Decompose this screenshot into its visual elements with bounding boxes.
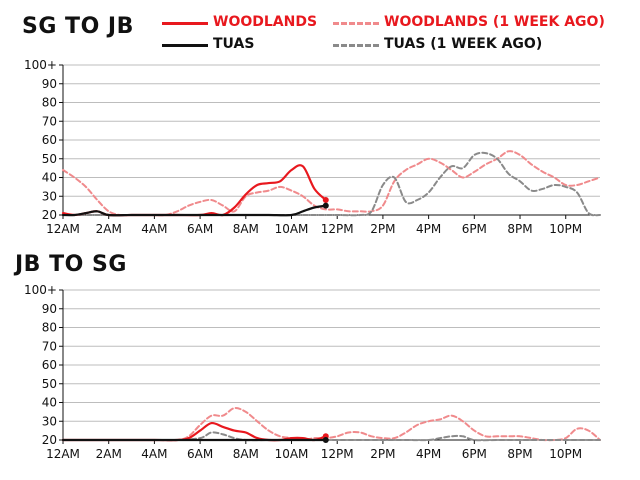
y-tick-label: 30	[42, 414, 57, 428]
x-tick-label: 2AM	[96, 447, 122, 461]
x-tick-label: 10PM	[549, 447, 582, 461]
legend-swatch-tuas-prev	[333, 44, 379, 47]
y-tick-label: 20	[42, 208, 57, 222]
x-tick-label: 2AM	[96, 222, 122, 236]
chart-panel-1: 20 30 40 50 60 70 80 90 100+ 12AM 2AM 4AM 6AM 8AM 10AM…	[24, 283, 601, 461]
x-tick-label: 12AM	[46, 222, 80, 236]
x-tick-label: 4AM	[141, 447, 167, 461]
x-tick-label: 10AM	[275, 447, 309, 461]
series-line-tuas-1-week-ago	[62, 151, 601, 217]
y-tick-label: 60	[42, 133, 57, 147]
x-tick-label: 8AM	[233, 447, 259, 461]
x-tick-label: 4PM	[416, 447, 441, 461]
legend-label-woodlands-prev: WOODLANDS (1 WEEK AGO)	[384, 14, 605, 30]
x-tick-label: 10AM	[275, 222, 309, 236]
chart-panel-0: 20 30 40 50 60 70 80 90 100+ 12AM 2AM 4AM 6AM 8AM 10AM…	[24, 58, 601, 236]
x-tick-label: 6PM	[462, 222, 487, 236]
series-end-marker-tuas	[322, 202, 329, 209]
y-tick-label: 40	[42, 396, 57, 410]
y-tick-label: 50	[42, 152, 57, 166]
series-line-woodlands	[61, 164, 327, 217]
chart-title-jb-to-sg: JB TO SG	[15, 252, 127, 277]
y-tick-label: 100+	[24, 58, 57, 72]
x-tick-label: 6AM	[187, 447, 213, 461]
x-tick-label: 12PM	[321, 447, 354, 461]
legend-swatch-woodlands-prev	[333, 22, 379, 25]
y-tick-label: 70	[42, 114, 57, 128]
series-line-tuas	[61, 204, 327, 217]
series-end-marker-tuas	[322, 437, 329, 443]
legend-label-woodlands: WOODLANDS	[213, 14, 318, 30]
x-tick-label: 8PM	[507, 222, 532, 236]
x-tick-label: 8PM	[507, 447, 532, 461]
y-tick-label: 20	[42, 433, 57, 447]
y-tick-label: 80	[42, 321, 57, 335]
x-tick-label: 6PM	[462, 447, 487, 461]
y-tick-label: 90	[42, 302, 57, 316]
y-tick-label: 40	[42, 171, 57, 185]
x-tick-label: 4PM	[416, 222, 441, 236]
x-tick-label: 8AM	[233, 222, 259, 236]
y-tick-label: 30	[42, 189, 57, 203]
x-tick-label: 4AM	[141, 222, 167, 236]
legend-swatch-woodlands	[162, 22, 208, 25]
x-tick-label: 12PM	[321, 222, 354, 236]
y-tick-label: 50	[42, 377, 57, 391]
legend-label-tuas-prev: TUAS (1 WEEK AGO)	[384, 36, 543, 52]
y-tick-label: 70	[42, 339, 57, 353]
legend-label-tuas: TUAS	[213, 36, 255, 52]
chart-title-sg-to-jb: SG TO JB	[22, 14, 134, 39]
x-tick-label: 2PM	[370, 222, 395, 236]
series-line-woodlands-1-week-ago	[62, 150, 601, 217]
y-tick-label: 100+	[24, 283, 57, 297]
x-tick-label: 6AM	[187, 222, 213, 236]
series-end-marker-woodlands	[322, 197, 329, 203]
legend-swatch-tuas	[162, 44, 208, 47]
y-tick-label: 60	[42, 358, 57, 372]
y-tick-label: 90	[42, 77, 57, 91]
series-line-woodlands-1-week-ago	[62, 407, 601, 442]
x-tick-label: 10PM	[549, 222, 582, 236]
y-tick-label: 80	[42, 96, 57, 110]
x-tick-label: 12AM	[46, 447, 80, 461]
x-tick-label: 2PM	[370, 447, 395, 461]
